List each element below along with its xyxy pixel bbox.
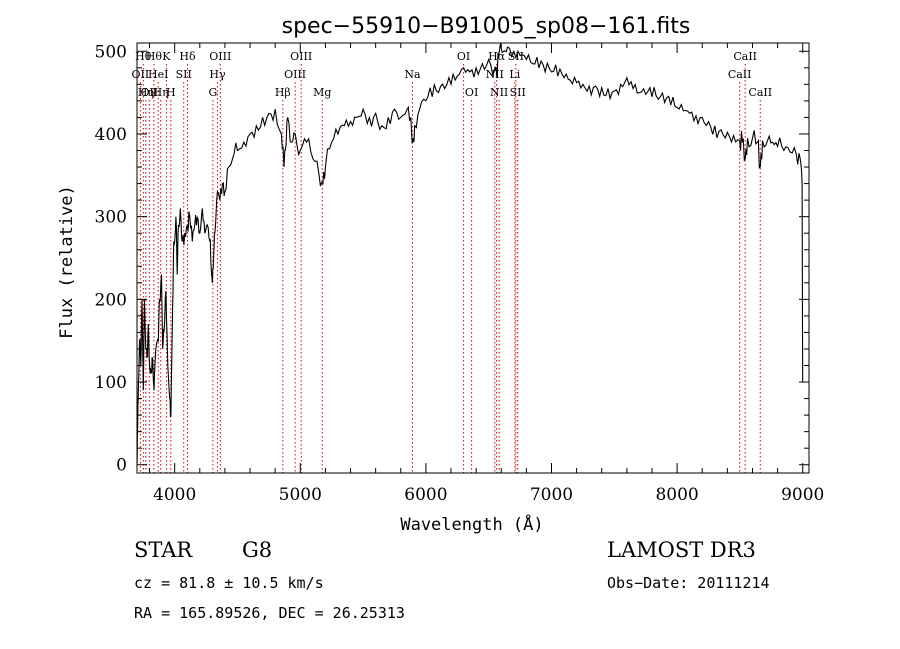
y-tick-label-0: 0 [116, 456, 127, 476]
y-tick-label-4: 400 [95, 125, 127, 145]
spectrum-line [136, 43, 804, 465]
line-marker-label-14: Hβ [275, 86, 291, 99]
line-marker-label-20: OI [465, 86, 478, 99]
line-marker-label-3: OII [140, 86, 158, 99]
line-marker-label-12: Hγ [209, 68, 226, 81]
line-marker-label-5: HeI [148, 68, 168, 81]
x-tick-label-3: 7000 [530, 485, 573, 505]
chart-title: spec−55910−B91005_sp08−161.fits [282, 14, 691, 39]
line-marker-label-28: CaII [733, 50, 757, 63]
line-marker-label-2: Hη [138, 86, 154, 99]
line-marker-label-1: Hθ [135, 50, 152, 63]
x-tick-label-4: 8000 [655, 485, 698, 505]
line-marker-label-27: CaII [728, 68, 752, 81]
survey-name: LAMOST DR3 [607, 538, 756, 562]
x-axis: 4000 5000 6000 7000 8000 9000 [149, 43, 824, 505]
line-marker-label-29: CaII [748, 86, 772, 99]
y-axis: 0 100 200 300 400 500 [95, 42, 809, 476]
line-marker-label-13: OIII [209, 50, 231, 63]
x-tick-label-1: 5000 [279, 485, 322, 505]
spectrum-chart: spec−55910−B91005_sp08−161.fits OIIHθHηO… [57, 14, 824, 535]
x-tick-label-2: 6000 [404, 485, 447, 505]
line-marker-label-10: Hδ [179, 50, 196, 63]
y-tick-label-1: 100 [95, 373, 127, 393]
y-axis-label: Flux (relative) [57, 185, 77, 339]
plot-frame [136, 42, 810, 474]
line-marker-label-8: H [166, 86, 176, 99]
x-axis-label: Wavelength (Å) [400, 513, 543, 535]
line-marker-label-11: G [208, 86, 217, 99]
line-marker-label-9: SII [176, 68, 192, 81]
x-tick-label-0: 4000 [153, 485, 196, 505]
line-marker-label-4: Hθ [146, 50, 163, 63]
line-markers [139, 64, 761, 473]
y-tick-label-5: 500 [95, 42, 127, 62]
line-marker-label-21: NII [486, 68, 504, 81]
line-marker-label-0: OII [132, 68, 150, 81]
line-marker-label-19: OI [457, 50, 470, 63]
coordinates: RA = 165.89526, DEC = 26.25313 [134, 604, 405, 622]
line-marker-label-22: Hα [488, 50, 506, 63]
line-marker-label-17: Mg [313, 86, 331, 99]
line-marker-label-7: K [162, 50, 171, 63]
line-marker-label-18: Na [404, 68, 421, 81]
redshift-text: cz = 81.8 ± 10.5 km/s [134, 574, 324, 592]
y-tick-label-2: 200 [95, 290, 127, 310]
y-tick-label-3: 300 [95, 208, 127, 228]
line-marker-label-16: OIII [290, 50, 312, 63]
line-marker-label-15: OIII [284, 68, 306, 81]
line-marker-label-6: Hη [153, 86, 169, 99]
object-class: STAR [134, 538, 193, 562]
line-marker-labels: OIIHθHηOIIHθHeIHηKHSIIHδGHγOIIIHβOIIIOII… [132, 50, 773, 99]
line-marker-label-24: Li [509, 68, 520, 81]
line-marker-label-26: SII [510, 86, 526, 99]
x-tick-label-5: 9000 [781, 485, 824, 505]
object-subclass: G8 [242, 538, 273, 562]
obs-date: Obs−Date: 20111214 [607, 574, 770, 592]
line-marker-label-23: NII [490, 86, 508, 99]
